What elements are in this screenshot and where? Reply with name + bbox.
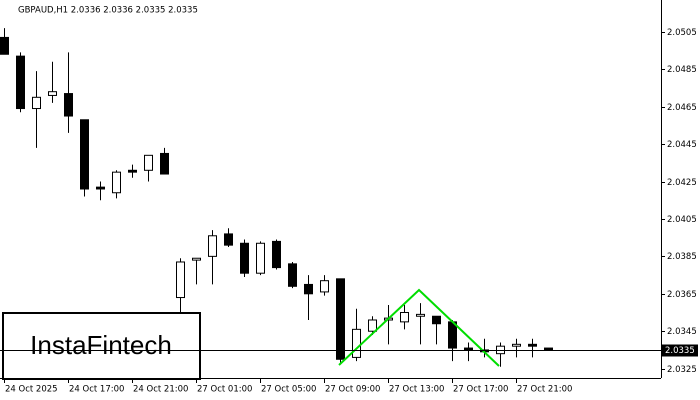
x-tick-label: 24 Oct 2025: [5, 385, 58, 395]
candle: [208, 230, 217, 285]
candle: [256, 241, 265, 276]
candle-body: [48, 91, 57, 96]
candle: [464, 342, 473, 362]
y-tick-label: 2.0445: [667, 140, 697, 150]
candle: [48, 61, 57, 103]
candle-body: [112, 171, 121, 194]
candle-body: [304, 283, 313, 295]
candle-body: [128, 169, 137, 173]
y-tick-label: 2.0345: [667, 327, 697, 337]
x-tick-label: 27 Oct 05:00: [261, 385, 316, 395]
logo: InstaFintech: [30, 330, 172, 360]
candle-body: [272, 240, 281, 269]
candle-body: [528, 343, 537, 347]
x-tick-label: 27 Oct 01:00: [197, 385, 252, 395]
candle-body: [64, 93, 73, 117]
candle: [352, 308, 361, 362]
candle-body: [544, 347, 553, 351]
candle: [320, 275, 329, 296]
candle: [496, 342, 505, 367]
candle-body: [336, 278, 345, 360]
candle: [544, 347, 553, 351]
candle: [0, 28, 9, 55]
candle: [336, 278, 345, 364]
y-tick-label: 2.0465: [667, 103, 697, 113]
candle-body: [368, 319, 377, 332]
candle: [96, 181, 105, 201]
candle-body: [192, 257, 201, 261]
candle-body: [352, 328, 361, 358]
candle-body: [256, 242, 265, 274]
logo-box: [2, 312, 201, 380]
candle: [80, 119, 89, 197]
x-tick-label: 27 Oct 21:00: [517, 385, 572, 395]
y-tick-label: 2.0325: [667, 365, 697, 375]
x-tick-label: 24 Oct 21:00: [133, 385, 188, 395]
x-tick-label: 27 Oct 09:00: [325, 385, 380, 395]
candle-body: [144, 154, 153, 171]
candle: [528, 338, 537, 358]
candle: [432, 315, 441, 345]
last-price-label: 2.0335: [665, 346, 695, 356]
candle-body: [512, 343, 521, 347]
candle-body: [96, 186, 105, 190]
chart-title: GBPAUD,H1 2.0336 2.0336 2.0335 2.0335: [18, 6, 198, 16]
candle-body: [400, 312, 409, 323]
candle-body: [16, 55, 25, 110]
candle-body: [176, 261, 185, 299]
candle: [16, 52, 25, 113]
candle: [224, 228, 233, 248]
y-tick-label: 2.0425: [667, 178, 697, 188]
candle: [288, 261, 297, 289]
x-tick-label: 24 Oct 17:00: [69, 385, 124, 395]
candle: [160, 147, 169, 175]
y-tick-label: 2.0505: [667, 28, 697, 38]
candle: [144, 154, 153, 182]
candle: [512, 338, 521, 358]
candle: [416, 303, 425, 345]
candle-body: [80, 119, 89, 190]
y-tick-label: 2.0365: [667, 290, 697, 300]
candle-body: [240, 242, 249, 274]
candle-body: [288, 263, 297, 287]
candle-body: [208, 235, 217, 257]
candle-body: [0, 36, 9, 55]
candle: [368, 316, 377, 335]
candle-body: [320, 280, 329, 293]
candle-body: [496, 345, 505, 355]
y-tick-label: 2.0385: [667, 252, 697, 262]
candle: [240, 239, 249, 277]
last-price-box: [662, 344, 698, 357]
candle: [272, 239, 281, 270]
candle: [400, 305, 409, 330]
x-tick-label: 27 Oct 13:00: [389, 385, 444, 395]
candle-body: [416, 313, 425, 317]
candle: [128, 164, 137, 178]
pattern-line: [338, 288, 500, 367]
candle-body: [224, 233, 233, 246]
candle-body: [32, 96, 41, 110]
candle: [192, 257, 201, 285]
candle: [32, 71, 41, 148]
candle: [112, 170, 121, 199]
candle-body: [432, 315, 441, 325]
candle: [304, 275, 313, 320]
plot-area: [0, 28, 553, 367]
candle-body: [464, 347, 473, 351]
candle: [64, 52, 73, 133]
candle-body: [160, 152, 169, 175]
y-tick-label: 2.0485: [667, 65, 697, 75]
y-tick-label: 2.0405: [667, 215, 697, 225]
x-tick-label: 27 Oct 17:00: [453, 385, 508, 395]
